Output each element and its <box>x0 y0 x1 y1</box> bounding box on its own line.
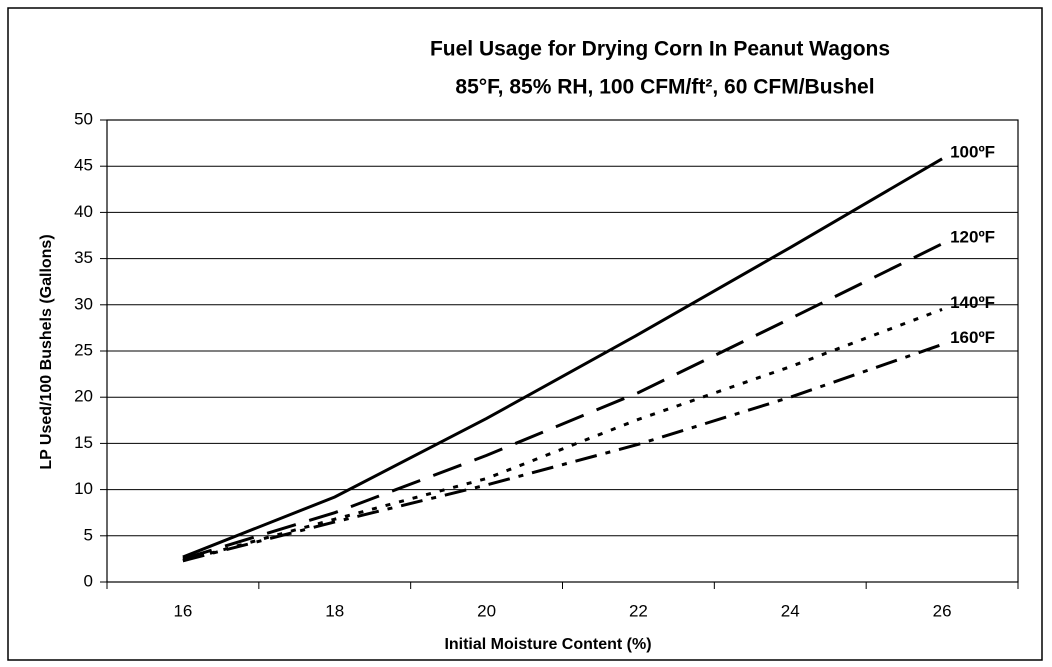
y-tick-label: 20 <box>74 387 93 406</box>
series-line <box>182 157 943 559</box>
y-tick-label: 25 <box>74 340 93 359</box>
chart-frame <box>7 7 1043 661</box>
series-line <box>182 308 943 563</box>
chart-title: Fuel Usage for Drying Corn In Peanut Wag… <box>430 38 890 61</box>
x-tick-label: 24 <box>781 601 800 620</box>
chart-subtitle: 85°F, 85% RH, 100 CFM/ft², 60 CFM/Bushel <box>455 76 874 99</box>
y-tick-label: 35 <box>74 248 93 267</box>
x-tick-label: 22 <box>629 601 648 620</box>
x-tick-label: 18 <box>325 601 344 620</box>
y-tick-label: 15 <box>74 433 93 452</box>
y-axis-label: LP Used/100 Bushels (Gallons) <box>38 234 55 469</box>
series-line <box>182 242 943 561</box>
series-label: 120ºF <box>950 227 995 246</box>
y-tick-label: 50 <box>74 109 93 128</box>
x-axis-label: Initial Moisture Content (%) <box>444 636 651 653</box>
y-tick-label: 0 <box>84 571 93 590</box>
y-tick-label: 5 <box>84 525 93 544</box>
series-label: 160ºF <box>950 328 995 347</box>
x-tick-label: 26 <box>933 601 952 620</box>
x-tick-label: 20 <box>477 601 496 620</box>
series-label: 140ºF <box>950 293 995 312</box>
series-line <box>182 343 943 563</box>
y-tick-label: 30 <box>74 294 93 313</box>
x-tick-label: 16 <box>173 601 192 620</box>
series-label: 100ºF <box>950 142 995 161</box>
y-tick-label: 45 <box>74 156 93 175</box>
y-tick-label: 10 <box>74 479 93 498</box>
y-tick-label: 40 <box>74 202 93 221</box>
